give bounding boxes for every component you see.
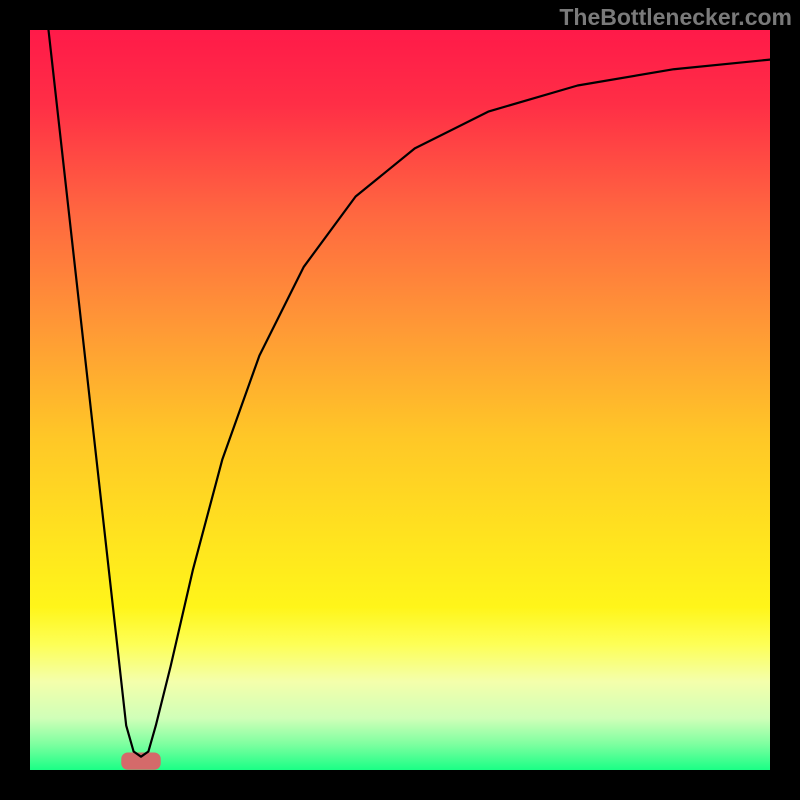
chart-frame: TheBottlenecker.com — [0, 0, 800, 800]
gradient-background — [30, 30, 770, 770]
plot-area — [30, 30, 770, 770]
bottleneck-chart — [30, 30, 770, 770]
watermark-text: TheBottlenecker.com — [559, 4, 792, 31]
